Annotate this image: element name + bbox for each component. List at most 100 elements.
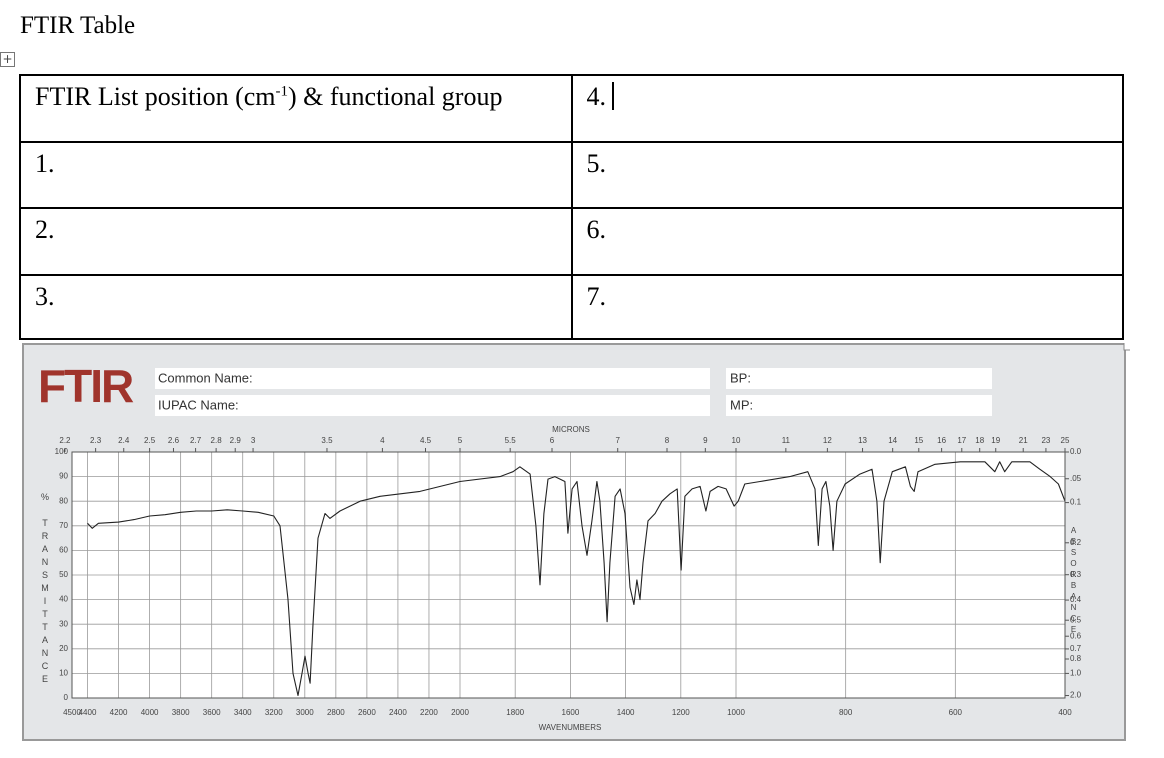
cell-text: 4.: [586, 82, 607, 111]
y-tick-label: 30: [59, 619, 68, 628]
x-tick-label: 3200: [265, 708, 283, 717]
y2-tick-label: 0.0: [1070, 447, 1082, 456]
field-box: [155, 395, 710, 416]
table-cell[interactable]: 5.: [570, 141, 1124, 209]
y-tick-label: 80: [59, 496, 68, 505]
x-tick-label: 2000: [451, 708, 469, 717]
table-cell[interactable]: 7.: [570, 274, 1124, 340]
x-tick-label: 1800: [506, 708, 524, 717]
x2-tick-label: 13: [858, 436, 867, 445]
table-cell[interactable]: 1.: [19, 141, 573, 209]
y2-tick-label: 0.7: [1070, 644, 1082, 653]
x2-tick-label: 9: [703, 436, 708, 445]
logo: FTIR: [38, 360, 134, 412]
cell-text: FTIR List position (cm: [35, 82, 276, 111]
x2-tick-label: 25: [1061, 436, 1070, 445]
x2-tick-label: 10: [732, 436, 741, 445]
y2-tick-label: 0.3: [1070, 570, 1082, 579]
field-label: Common Name:: [158, 370, 253, 385]
cell-text: ) & functional group: [288, 82, 503, 111]
x2-tick-label: 8: [665, 436, 670, 445]
x-tick-label: 1000: [727, 708, 745, 717]
y2-tick-label: 0.4: [1070, 595, 1082, 604]
y-tick-label: 0: [64, 693, 69, 702]
x-tick-label: 800: [839, 708, 853, 717]
y2-tick-label: 0.6: [1070, 631, 1082, 640]
document-title: FTIR Table: [20, 12, 136, 39]
plot-border: [71, 451, 1066, 699]
x2-tick-label: 2.7: [190, 436, 202, 445]
field-label: MP:: [730, 397, 753, 412]
x2-tick-label: 5: [458, 436, 463, 445]
y-tick-label: 40: [59, 595, 68, 604]
x-tick-label: 2600: [358, 708, 376, 717]
x2-tick-label: 21: [1019, 436, 1028, 445]
ftir-spectrum: FTIR Common Name: IUPAC Name: BP: MP: 45…: [22, 343, 1130, 741]
field-label: BP:: [730, 370, 751, 385]
spectrum-line: [87, 461, 1066, 697]
resize-handle[interactable]: [1123, 343, 1130, 351]
y2-tick-label: 1.0: [1070, 669, 1082, 678]
table-cell[interactable]: 4.: [570, 74, 1124, 143]
y-tick-label: 90: [59, 472, 68, 481]
y2-tick-label: 0.5: [1070, 615, 1082, 624]
x2-tick-label: 2.8: [211, 436, 223, 445]
x-tick-label: 1600: [562, 708, 580, 717]
x2-tick-label: 19: [991, 436, 1000, 445]
x-tick-label: 4400: [79, 708, 97, 717]
table-row: FTIR List position (cm-1) & functional g…: [19, 74, 1124, 143]
x2-tick-label: 2.4: [118, 436, 130, 445]
table-row: 1. 5.: [19, 141, 1124, 209]
x2-tick-label: 2.3: [90, 436, 102, 445]
x-axis-label: WAVENUMBERS: [539, 723, 602, 732]
x2-tick-label: 18: [975, 436, 984, 445]
x-tick-label: 4200: [110, 708, 128, 717]
y-tick-label: 100: [55, 447, 69, 456]
x2-tick-label: 16: [937, 436, 946, 445]
y-axis-label: % TRANSMITTANCE: [40, 492, 50, 687]
table-cell[interactable]: 2.: [19, 207, 573, 276]
x2-tick-label: 3: [251, 436, 256, 445]
y2-tick-label: 2.0: [1070, 691, 1082, 700]
x2-axis-label: MICRONS: [552, 425, 590, 434]
x-tick-label: 1400: [617, 708, 635, 717]
x2-tick-label: 14: [888, 436, 897, 445]
x2-tick-label: 17: [957, 436, 966, 445]
table-move-handle[interactable]: +: [0, 52, 15, 67]
x-tick-label: 4000: [141, 708, 159, 717]
x-tick-label: 4500: [63, 708, 81, 717]
y2-axis-label: ABSORBANCE: [1069, 526, 1078, 636]
y2-tick-label: .05: [1070, 474, 1082, 483]
x2-tick-label: 4: [380, 436, 385, 445]
x2-tick-label: 6: [550, 436, 555, 445]
x2-tick-label: 2.2: [59, 436, 71, 445]
field-box: [155, 368, 710, 389]
x-tick-label: 3600: [203, 708, 221, 717]
y-tick-label: 10: [59, 669, 68, 678]
y2-tick-label: 0.2: [1070, 538, 1082, 547]
x2-tick-label: 2.9: [230, 436, 242, 445]
field-label: IUPAC Name:: [158, 397, 239, 412]
y-tick-label: 70: [59, 521, 68, 530]
table-cell[interactable]: 6.: [570, 207, 1124, 276]
x2-tick-label: 2.6: [168, 436, 180, 445]
table-row: 2. 6.: [19, 207, 1124, 276]
x2-tick-label: 3.5: [321, 436, 333, 445]
y2-tick-label: 0.1: [1070, 498, 1082, 507]
x2-tick-label: 15: [914, 436, 923, 445]
ftir-table: FTIR List position (cm-1) & functional g…: [19, 74, 1124, 340]
x-tick-label: 2200: [420, 708, 438, 717]
y2-tick-label: 0.8: [1070, 654, 1082, 663]
x-tick-label: 3800: [172, 708, 190, 717]
x2-tick-label: 2.5: [144, 436, 156, 445]
x-tick-label: 600: [949, 708, 963, 717]
y-tick-label: 50: [59, 570, 68, 579]
table-cell[interactable]: 3.: [19, 274, 573, 340]
x2-tick-label: 7: [615, 436, 620, 445]
text-cursor: [612, 82, 614, 110]
x-tick-label: 2400: [389, 708, 407, 717]
x2-tick-label: 5.5: [505, 436, 517, 445]
y-tick-label: 60: [59, 546, 68, 555]
x2-tick-label: 11: [782, 436, 791, 445]
table-row: 3. 7.: [19, 274, 1124, 340]
